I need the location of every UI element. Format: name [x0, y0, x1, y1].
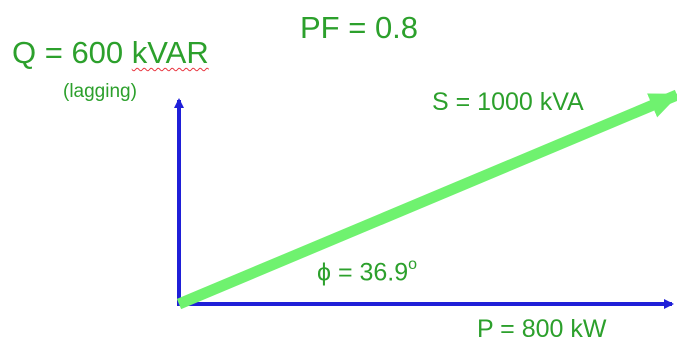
s-vector-arrow	[176, 89, 677, 310]
q-prefix: Q = 600	[12, 35, 132, 70]
q-lagging-note: (lagging)	[63, 81, 137, 102]
q-unit: kVAR	[131, 35, 209, 70]
s-label: S = 1000 kVA	[432, 88, 584, 116]
p-label: P = 800 kW	[477, 315, 607, 343]
q-label: Q = 600 kVAR	[12, 37, 209, 68]
phi-value: ϕ = 36.9	[317, 258, 409, 287]
pf-label: PF = 0.8	[300, 10, 419, 45]
phi-degree-symbol: o	[408, 256, 418, 273]
phi-label: ϕ = 36.9o	[317, 256, 418, 287]
